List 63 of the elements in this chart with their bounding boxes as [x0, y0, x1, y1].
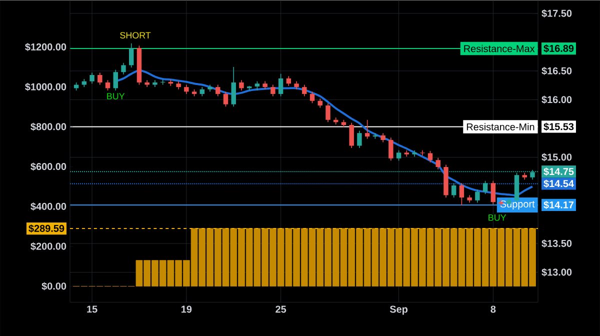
candlestick: [200, 86, 205, 97]
y2-tick-label: $600.00: [30, 162, 66, 171]
ref-line-label: Support: [500, 200, 535, 210]
y-tick-label: $17.50: [542, 9, 572, 18]
x-tick-label: 19: [182, 306, 192, 313]
y2-tick-label: $200.00: [30, 242, 66, 250]
candlestick: [326, 102, 330, 122]
candlestick: [302, 84, 307, 97]
candlestick: [380, 132, 386, 143]
y-tick-label: $14.54: [544, 180, 574, 188]
candlestick: [216, 84, 220, 97]
y2-tick-label: $0.00: [42, 282, 66, 290]
candlestick: [451, 182, 456, 198]
y2-tick-label: $1000.00: [25, 82, 66, 91]
candlestick: [239, 80, 244, 91]
candlestick: [129, 42, 134, 68]
ref-line-label: Resistance-Min: [466, 122, 534, 130]
annotation: BUY: [107, 93, 125, 100]
y-tick-label: $16.89: [544, 44, 574, 52]
y2-tick-label: $400.00: [30, 202, 66, 210]
candlestick: [349, 122, 354, 148]
y-tick-label: $13.00: [542, 268, 572, 276]
candlestick: [286, 76, 292, 86]
y-tick-label: $15.00: [542, 153, 572, 162]
y2-tick-label: $800.00: [30, 122, 66, 131]
x-tick-label: 8: [490, 306, 496, 313]
candlestick: [388, 137, 394, 161]
candlestick: [310, 91, 315, 104]
candlestick: [105, 80, 110, 91]
candlestick: [482, 180, 488, 194]
candlestick: [278, 73, 284, 97]
annotation: SHORT: [120, 32, 151, 38]
candlestick: [184, 84, 189, 94]
x-tick-label: 25: [276, 306, 286, 313]
y-tick-label: $13.50: [542, 239, 572, 248]
y-tick-label: $14.75: [544, 167, 574, 176]
candlestick: [231, 66, 236, 107]
annotation: BUY: [488, 214, 506, 221]
y-tick-label: $14.17: [544, 200, 574, 209]
candlestick: [364, 119, 370, 140]
candlestick: [270, 84, 276, 97]
candlestick: [90, 72, 94, 84]
ref-line-label: Resistance-Max: [464, 44, 535, 52]
y-tick-label: $16.50: [542, 66, 572, 75]
candlestick: [490, 180, 496, 205]
y-tick-label: $16.00: [542, 96, 572, 104]
candlestick: [318, 98, 322, 108]
y2-tick-label: $289.59: [28, 224, 64, 232]
candlestick: [113, 69, 118, 91]
candlestick: [475, 188, 480, 203]
candlestick: [459, 182, 464, 206]
x-tick-label: Sep: [390, 306, 408, 315]
candlestick: [254, 80, 260, 91]
candlestick: [223, 91, 228, 107]
candlestick: [428, 150, 433, 163]
candlestick: [357, 130, 362, 148]
candlestick: [436, 157, 440, 170]
y-tick-label: $15.53: [544, 122, 574, 131]
y2-tick-label: $1200.00: [25, 42, 66, 52]
candlestick: [98, 72, 102, 86]
candlestick: [121, 62, 126, 75]
x-tick-label: 15: [87, 306, 98, 313]
candlestick: [396, 150, 402, 161]
